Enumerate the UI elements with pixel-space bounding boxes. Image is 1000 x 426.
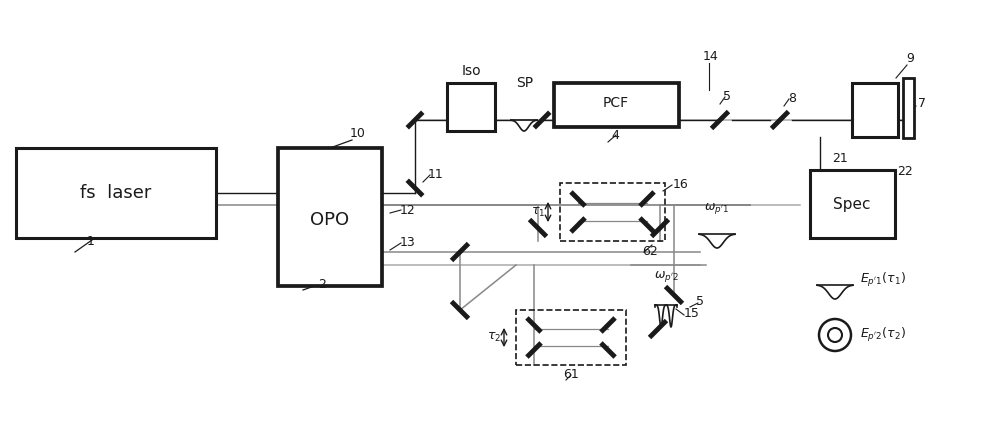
Text: 21: 21 [832, 152, 848, 165]
Text: 5: 5 [723, 90, 731, 103]
Bar [554, 83, 679, 127]
Text: 4: 4 [611, 129, 619, 142]
Text: $\omega_{p'1}$: $\omega_{p'1}$ [704, 201, 730, 216]
Bar [903, 78, 914, 138]
Text: PCF: PCF [603, 96, 629, 110]
Text: OPO: OPO [310, 211, 350, 229]
Text: 14: 14 [703, 50, 719, 63]
Text: 62: 62 [642, 245, 658, 258]
Bar [560, 183, 665, 241]
Bar [278, 148, 382, 286]
Text: 16: 16 [673, 178, 689, 191]
Text: 9: 9 [906, 52, 914, 65]
Bar [516, 310, 626, 365]
Text: 61: 61 [563, 368, 579, 381]
Text: $\omega_{p'2}$: $\omega_{p'2}$ [654, 270, 678, 285]
Text: 1: 1 [87, 235, 95, 248]
Bar [447, 83, 495, 131]
Text: 15: 15 [684, 307, 700, 320]
Bar [810, 170, 895, 238]
Text: 12: 12 [400, 204, 416, 217]
Text: $E_{p'2}$($\tau_2$): $E_{p'2}$($\tau_2$) [860, 326, 906, 344]
Text: 8: 8 [788, 92, 796, 105]
Text: fs  laser: fs laser [80, 184, 152, 202]
Bar [852, 83, 898, 137]
Text: 13: 13 [400, 236, 416, 249]
Text: $\tau_2$: $\tau_2$ [487, 331, 501, 343]
Text: 11: 11 [428, 168, 444, 181]
Text: 10: 10 [350, 127, 366, 140]
Text: Iso: Iso [461, 64, 481, 78]
Text: $E_{p'1}$($\tau_1$): $E_{p'1}$($\tau_1$) [860, 271, 906, 289]
Text: 7: 7 [918, 97, 926, 110]
Text: SP: SP [516, 76, 534, 90]
Text: 2: 2 [318, 278, 326, 291]
Bar [16, 148, 216, 238]
Text: 22: 22 [897, 165, 913, 178]
Text: $\tau_1$: $\tau_1$ [531, 205, 545, 219]
Text: 5: 5 [696, 295, 704, 308]
Text: Spec: Spec [833, 196, 871, 211]
